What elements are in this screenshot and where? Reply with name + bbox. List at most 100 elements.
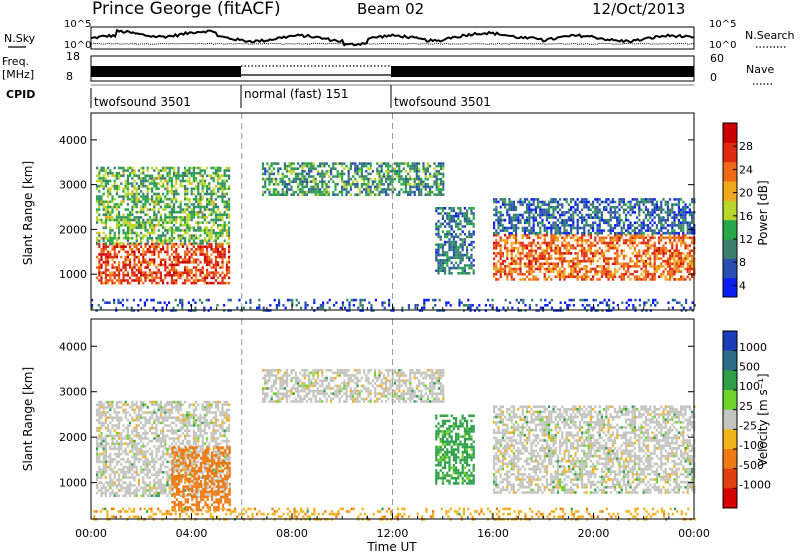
data-cell [614,216,617,219]
data-cell [596,198,599,201]
data-cell [153,177,156,180]
data-cell [574,275,577,279]
data-cell [633,262,636,266]
data-cell [157,174,160,178]
data-cell [515,213,518,217]
data-cell [446,261,449,265]
data-cell [420,177,423,181]
data-cell [186,208,189,211]
data-cell [152,306,155,310]
data-cell [111,274,114,277]
data-cell [286,183,289,186]
data-cell [578,200,581,204]
data-cell [146,218,149,222]
data-cell [570,218,573,222]
data-cell [609,241,612,245]
data-cell [175,174,178,178]
data-cell [111,197,114,201]
data-cell [649,200,652,204]
data-cell [556,252,559,255]
data-cell [499,254,502,258]
data-cell [459,220,462,223]
data-cell [576,236,579,240]
data-cell [669,208,672,212]
data-cell [594,252,597,255]
data-cell [168,205,171,209]
data-cell [98,437,101,440]
data-cell [627,226,630,230]
data-cell [499,272,502,276]
data-cell [444,272,447,275]
data-cell [301,183,304,186]
data-cell [572,218,575,222]
data-cell [572,213,575,217]
data-cell [565,218,568,222]
data-cell [545,244,548,247]
data-cell [585,265,588,268]
data-cell [554,198,557,201]
data-cell [393,177,396,181]
data-cell [264,172,267,176]
data-cell [664,226,667,230]
data-cell [441,253,444,257]
data-cell [168,301,171,304]
data-cell [153,258,156,261]
data-cell [636,203,639,206]
data-cell [170,208,173,211]
data-cell [126,255,129,259]
data-cell [197,166,200,170]
data-cell [616,211,619,214]
data-cell [151,174,154,178]
data-cell [201,266,204,269]
data-cell [543,254,546,258]
data-cell [168,210,171,214]
data-cell [512,259,515,263]
data-cell [146,187,149,191]
data-cell [184,281,187,285]
data-cell [381,304,384,307]
data-cell [559,233,562,237]
data-cell [206,234,209,237]
data-cell [201,216,204,219]
data-cell [113,174,116,178]
data-cell [164,226,167,230]
data-cell [506,226,509,230]
data-cell [592,221,595,225]
data-cell [446,251,449,254]
data-cell [526,262,529,266]
data-cell [186,174,189,178]
data-cell [175,221,178,224]
data-cell [170,261,173,264]
data-cell [367,180,370,183]
data-cell [164,218,167,222]
data-cell [102,184,105,188]
data-cell [161,306,164,310]
data-cell [497,200,500,204]
data-cell [278,304,281,307]
data-cell [532,200,535,204]
data-cell [153,248,156,251]
data-cell [433,167,436,170]
data-cell [195,250,198,254]
data-cell [284,306,287,310]
data-cell [188,255,191,259]
data-cell [286,170,289,173]
data-cell [363,164,366,168]
data-cell [225,200,228,204]
data-cell [576,198,579,201]
data-cell [170,236,173,240]
data-cell [640,278,643,281]
data-cell [574,252,577,255]
data-cell [651,278,654,281]
data-cell [219,223,222,227]
data-cell [655,208,658,212]
data-cell [126,174,129,178]
data-cell [671,267,674,271]
data-cell [170,190,173,193]
data-cell [135,245,138,248]
data-cell [321,175,324,178]
data-cell [118,195,121,198]
data-cell [450,256,453,259]
data-cell [173,279,176,282]
data-cell [122,200,125,204]
